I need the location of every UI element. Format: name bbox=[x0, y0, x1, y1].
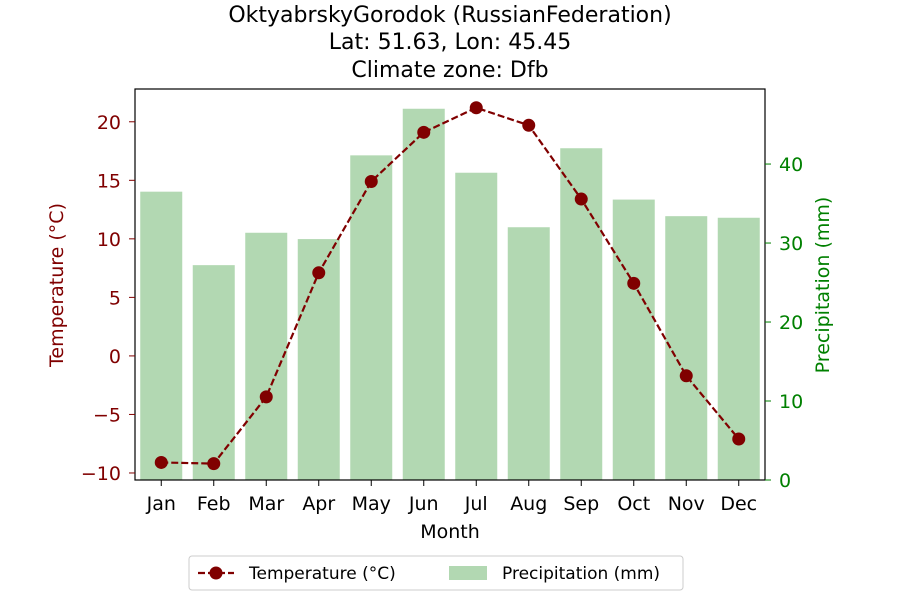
x-tick-label-aug: Aug bbox=[510, 493, 547, 515]
left-tick-label-1: −5 bbox=[93, 404, 121, 426]
temperature-point-sep bbox=[574, 192, 588, 206]
legend-precipitation-label: Precipitation (mm) bbox=[502, 564, 660, 584]
right-axis-label: Precipitation (mm) bbox=[812, 197, 834, 374]
temperature-point-mar bbox=[259, 390, 273, 404]
temperature-point-nov bbox=[679, 369, 693, 383]
right-tick-label-1: 10 bbox=[779, 391, 803, 413]
left-tick-label-3: 5 bbox=[109, 287, 121, 309]
left-axis-label: Temperature (°C) bbox=[46, 203, 68, 368]
x-tick-label-nov: Nov bbox=[668, 493, 705, 515]
temperature-point-jan bbox=[154, 455, 168, 469]
temperature-point-jul bbox=[469, 101, 483, 115]
x-tick-label-jan: Jan bbox=[146, 493, 176, 515]
temperature-point-apr bbox=[312, 266, 326, 280]
temperature-point-may bbox=[364, 174, 378, 188]
precipitation-bar-may bbox=[350, 155, 393, 481]
x-tick-label-mar: Mar bbox=[248, 493, 284, 515]
precipitation-bar-oct bbox=[612, 199, 655, 480]
temperature-series-line bbox=[161, 106, 740, 465]
x-tick-label-dec: Dec bbox=[720, 493, 757, 515]
precipitation-bar-nov bbox=[665, 216, 708, 480]
precipitation-bar-feb bbox=[192, 265, 235, 480]
x-tick-label-may: May bbox=[352, 493, 391, 515]
legend-temperature-label: Temperature (°C) bbox=[248, 564, 396, 584]
right-tick-label-2: 20 bbox=[779, 312, 803, 334]
left-tick-label-6: 20 bbox=[97, 112, 121, 134]
temperature-point-jun bbox=[417, 125, 431, 139]
title-line-1: OktyabrskyGorodok (RussianFederation) bbox=[228, 3, 671, 28]
x-tick-label-apr: Apr bbox=[302, 493, 335, 515]
x-axis-label: Month bbox=[420, 521, 480, 543]
precipitation-bar-jun bbox=[402, 108, 445, 481]
x-tick-label-sep: Sep bbox=[563, 493, 599, 515]
x-tick-label-jul: Jul bbox=[464, 493, 488, 515]
left-tick-label-5: 15 bbox=[97, 170, 121, 192]
x-tick-label-oct: Oct bbox=[617, 493, 650, 515]
precipitation-bar-jul bbox=[455, 172, 498, 480]
temperature-point-oct bbox=[627, 276, 641, 290]
temperature-point-aug bbox=[522, 118, 536, 132]
chart-title: OktyabrskyGorodok (RussianFederation) La… bbox=[228, 3, 671, 83]
precipitation-bar-aug bbox=[507, 227, 550, 480]
title-line-3: Climate zone: Dfb bbox=[351, 58, 548, 83]
temperature-line bbox=[154, 101, 746, 471]
legend-precipitation-swatch bbox=[449, 566, 487, 580]
left-tick-label-4: 10 bbox=[97, 229, 121, 251]
temperature-point-dec bbox=[732, 432, 746, 446]
legend-temperature-swatch-marker bbox=[209, 566, 223, 580]
chart-axes: Jan Feb Mar Apr May Jun Jul Aug Sep Oct Nov Dec −10 −… bbox=[81, 88, 803, 515]
right-tick-label-4: 40 bbox=[779, 154, 803, 176]
title-line-2: Lat: 51.63, Lon: 45.45 bbox=[329, 30, 571, 55]
left-tick-label-2: 0 bbox=[109, 346, 121, 368]
legend-frame bbox=[188, 555, 684, 591]
x-tick-label-feb: Feb bbox=[197, 493, 231, 515]
right-tick-label-3: 30 bbox=[779, 233, 803, 255]
precipitation-bar-jan bbox=[140, 191, 183, 480]
legend: Temperature (°C) Precipitation (mm) bbox=[188, 555, 684, 591]
plot-frame bbox=[134, 88, 766, 481]
x-tick-label-jun: Jun bbox=[408, 493, 439, 515]
left-tick-label-0: −10 bbox=[81, 463, 121, 485]
precipitation-bar-mar bbox=[245, 232, 288, 480]
precipitation-bars bbox=[140, 108, 760, 481]
right-tick-label-0: 0 bbox=[779, 470, 791, 492]
temperature-point-feb bbox=[207, 457, 221, 471]
